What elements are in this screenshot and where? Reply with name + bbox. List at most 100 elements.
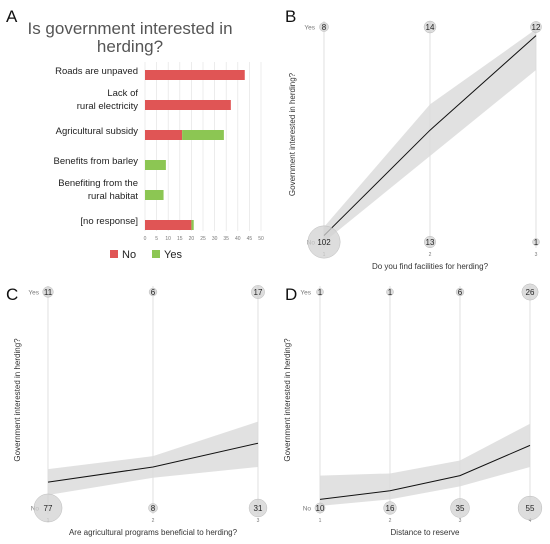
x-tick-label: 3 [459, 518, 462, 524]
count-label: 55 [526, 504, 535, 513]
count-label: 1 [534, 238, 539, 247]
count-label: 16 [386, 504, 395, 513]
x-tick-label: 35 [223, 236, 229, 242]
count-bubble [148, 503, 158, 513]
x-axis-label: Are agricultural programs beneficial to … [69, 528, 238, 537]
legend-label-yes: Yes [164, 249, 182, 261]
y-tick-label-yes: Yes [304, 25, 315, 32]
x-tick-label: 2 [152, 518, 155, 524]
x-tick-label: 4 [529, 518, 532, 524]
count-bubble [423, 20, 437, 34]
count-bubble [530, 21, 542, 33]
count-label: 13 [426, 238, 435, 247]
count-bubble [307, 225, 341, 259]
count-bubble [316, 288, 324, 296]
fit-line [319, 444, 531, 500]
x-tick-label: 50 [258, 236, 264, 242]
count-label: 31 [254, 504, 263, 513]
y-axis-label: Government interested in herding? [283, 338, 292, 462]
y-axis-label: Government interested in herding? [288, 72, 297, 196]
count-label: 77 [44, 504, 53, 513]
count-label: 14 [426, 23, 435, 32]
confidence-band [320, 423, 530, 506]
count-label: 12 [532, 23, 541, 32]
count-label: 8 [322, 23, 327, 32]
y-tick-label-no: No [303, 506, 312, 513]
count-label: 1 [318, 288, 323, 297]
bar-yes [182, 130, 224, 140]
panel-letter-a: A [6, 7, 18, 26]
y-axis-label: Government interested in herding? [13, 338, 22, 462]
count-bubble [383, 501, 397, 515]
fit-line [323, 35, 537, 236]
x-tick-label: 2 [429, 252, 432, 258]
x-tick-label: 10 [165, 236, 171, 242]
x-tick-label: 20 [189, 236, 195, 242]
category-label: [no response] [80, 216, 138, 227]
count-bubble [248, 498, 268, 518]
bar-no [145, 130, 183, 140]
count-bubble [314, 502, 326, 514]
count-label: 102 [317, 238, 331, 247]
count-bubble [423, 235, 437, 249]
count-label: 6 [458, 288, 463, 297]
count-bubble [42, 286, 54, 298]
count-bubble [386, 288, 394, 296]
panel-c-line-chart: C123YesNo7783111617Are agricultural prog… [6, 285, 268, 537]
x-tick-label: 5 [155, 236, 158, 242]
bar-yes [191, 220, 194, 230]
count-label: 26 [526, 288, 535, 297]
count-label: 17 [254, 288, 263, 297]
x-tick-label: 3 [257, 518, 260, 524]
chart-title-line-2: herding? [97, 37, 163, 56]
bar-yes [145, 160, 166, 170]
count-bubble [319, 22, 329, 32]
panel-letter-b: B [285, 7, 296, 26]
count-label: 11 [44, 288, 53, 297]
bar-yes [145, 190, 164, 200]
x-axis-label: Do you find facilities for herding? [372, 262, 489, 271]
bar-no [145, 70, 245, 80]
count-label: 8 [151, 504, 156, 513]
x-tick-label: 1 [319, 518, 322, 524]
count-bubble [455, 287, 465, 297]
count-bubble [148, 287, 158, 297]
count-label: 10 [316, 504, 325, 513]
x-tick-label: 30 [212, 236, 218, 242]
count-bubble [450, 498, 470, 518]
legend-swatch-no [110, 250, 118, 258]
category-label: rural habitat [88, 191, 139, 202]
confidence-band [48, 421, 258, 496]
count-label: 35 [456, 504, 465, 513]
x-axis-label: Distance to reserve [391, 528, 460, 537]
legend-swatch-yes [152, 250, 160, 258]
count-bubble [33, 493, 63, 523]
category-label: Roads are unpaved [55, 66, 138, 77]
panel-letter-c: C [6, 285, 18, 304]
category-label: Benefits from barley [54, 156, 139, 167]
x-tick-label: 25 [200, 236, 206, 242]
bar-no [145, 100, 231, 110]
category-label: Lack of [107, 88, 138, 99]
chart-title-line-1: Is government interested in [27, 19, 232, 38]
count-label: 1 [388, 288, 393, 297]
bar-no [145, 220, 192, 230]
y-tick-label-yes: Yes [28, 290, 39, 297]
y-tick-label-yes: Yes [300, 290, 311, 297]
fit-line [47, 442, 259, 483]
count-bubble [521, 283, 539, 301]
category-label: rural electricity [77, 101, 138, 112]
category-label: Agricultural subsidy [56, 126, 139, 137]
category-label: Benefiting from the [58, 178, 138, 189]
count-bubble [517, 495, 543, 521]
x-tick-label: 40 [235, 236, 241, 242]
x-tick-label: 2 [389, 518, 392, 524]
count-bubble [532, 238, 540, 246]
x-tick-label: 15 [177, 236, 183, 242]
x-tick-label: 3 [535, 252, 538, 258]
count-bubble [251, 285, 265, 299]
panel-letter-d: D [285, 285, 297, 304]
